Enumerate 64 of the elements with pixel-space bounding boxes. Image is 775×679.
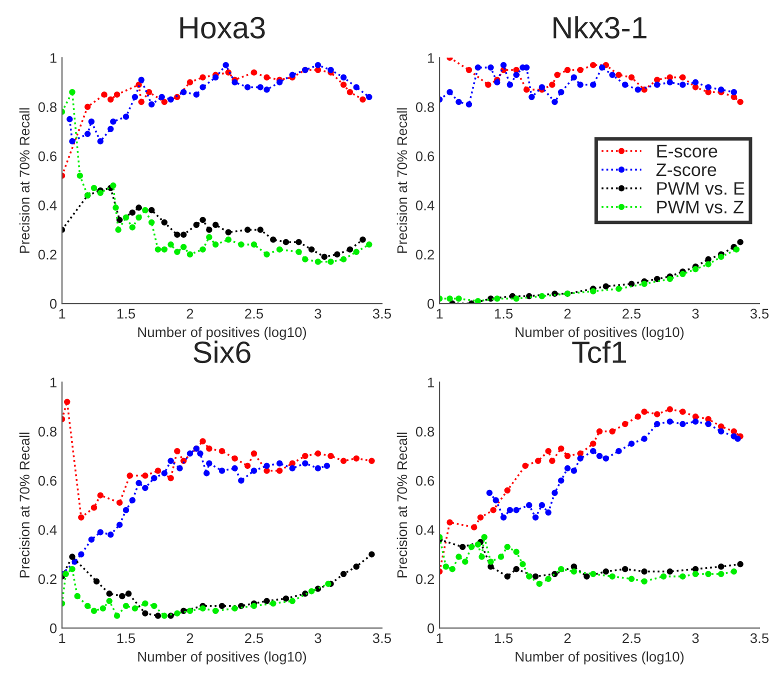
y-axis-title: Precision at 70% Recall: [19, 432, 30, 578]
y-tick-label: 0.8: [38, 426, 57, 437]
x-tick-label: 1: [436, 633, 443, 643]
y-tick-label: 0.8: [38, 102, 57, 112]
x-tick-label: 2: [186, 308, 194, 318]
y-tick-label: 1: [428, 378, 434, 388]
y-tick-label: 1: [50, 378, 56, 388]
x-tick-label: 3.5: [372, 633, 392, 644]
x-tick-label: 2.5: [622, 633, 641, 644]
y-tick-label: 0.8: [416, 102, 434, 112]
x-tick-label: 3.5: [750, 633, 769, 644]
y-tick-label: 0.4: [416, 525, 434, 535]
x-tick-label: 1: [59, 633, 66, 643]
x-tick-label: 1.5: [494, 633, 513, 644]
x-tick-label: 3.5: [750, 308, 769, 319]
x-tick-label: 2: [564, 633, 571, 643]
legend-label: E-score: [657, 144, 718, 158]
chart-title: Tcf1: [572, 340, 626, 364]
y-tick-label: 0.4: [416, 200, 434, 210]
y-axis-title: Precision at 70% Recall: [396, 108, 408, 253]
legend-label: PWM vs. Z: [657, 200, 744, 214]
x-tick-label: 1: [59, 308, 66, 318]
x-tick-label: 2.5: [245, 633, 264, 644]
x-axis-title: Number of positives (log10): [138, 651, 306, 664]
legend-label: Z-score: [656, 164, 716, 176]
legend-label: PWM vs. E: [657, 182, 744, 195]
y-tick-label: 0.6: [416, 151, 434, 162]
y-axis-title: Precision at 70% Recall: [19, 108, 30, 253]
y-tick-label: 0: [50, 623, 57, 634]
x-tick-label: 3: [314, 633, 322, 644]
x-tick-label: 3: [692, 633, 699, 644]
y-tick-label: 0.2: [416, 574, 434, 584]
chart-title: Hoxa3: [180, 16, 265, 39]
chart-title: Six6: [194, 340, 250, 364]
x-tick-label: 1.5: [117, 633, 136, 644]
y-tick-label: 0.4: [38, 525, 57, 535]
x-tick-label: 2: [186, 633, 194, 643]
x-axis-title: Number of positives (log10): [516, 326, 684, 340]
y-tick-label: 0.6: [38, 151, 57, 162]
x-tick-label: 3.5: [372, 308, 392, 319]
x-tick-label: 3: [314, 308, 322, 319]
y-tick-label: 1: [428, 53, 434, 63]
y-tick-label: 1: [50, 53, 56, 63]
y-tick-label: 0.6: [416, 476, 434, 486]
y-tick-label: 0.2: [38, 574, 56, 584]
y-tick-label: 0.2: [416, 250, 434, 260]
y-tick-label: 0.8: [416, 426, 434, 437]
x-tick-label: 2.5: [245, 308, 264, 319]
y-tick-label: 0: [50, 298, 57, 309]
x-tick-label: 3: [692, 308, 699, 319]
x-tick-label: 1.5: [494, 308, 513, 319]
x-tick-label: 1.5: [117, 308, 136, 319]
x-tick-label: 2.5: [622, 308, 641, 319]
y-tick-label: 0: [428, 623, 434, 634]
x-tick-label: 1: [436, 308, 443, 318]
x-axis-title: Number of positives (log10): [138, 326, 306, 340]
x-tick-label: 2: [564, 308, 571, 318]
y-tick-label: 0.6: [38, 476, 57, 486]
y-axis-title: Precision at 70% Recall: [396, 432, 408, 578]
y-tick-label: 0.4: [38, 200, 57, 210]
chart-title: Nkx3-1: [554, 16, 646, 39]
y-tick-label: 0.2: [38, 250, 56, 260]
x-axis-title: Number of positives (log10): [516, 651, 684, 664]
y-tick-label: 0: [428, 298, 434, 309]
